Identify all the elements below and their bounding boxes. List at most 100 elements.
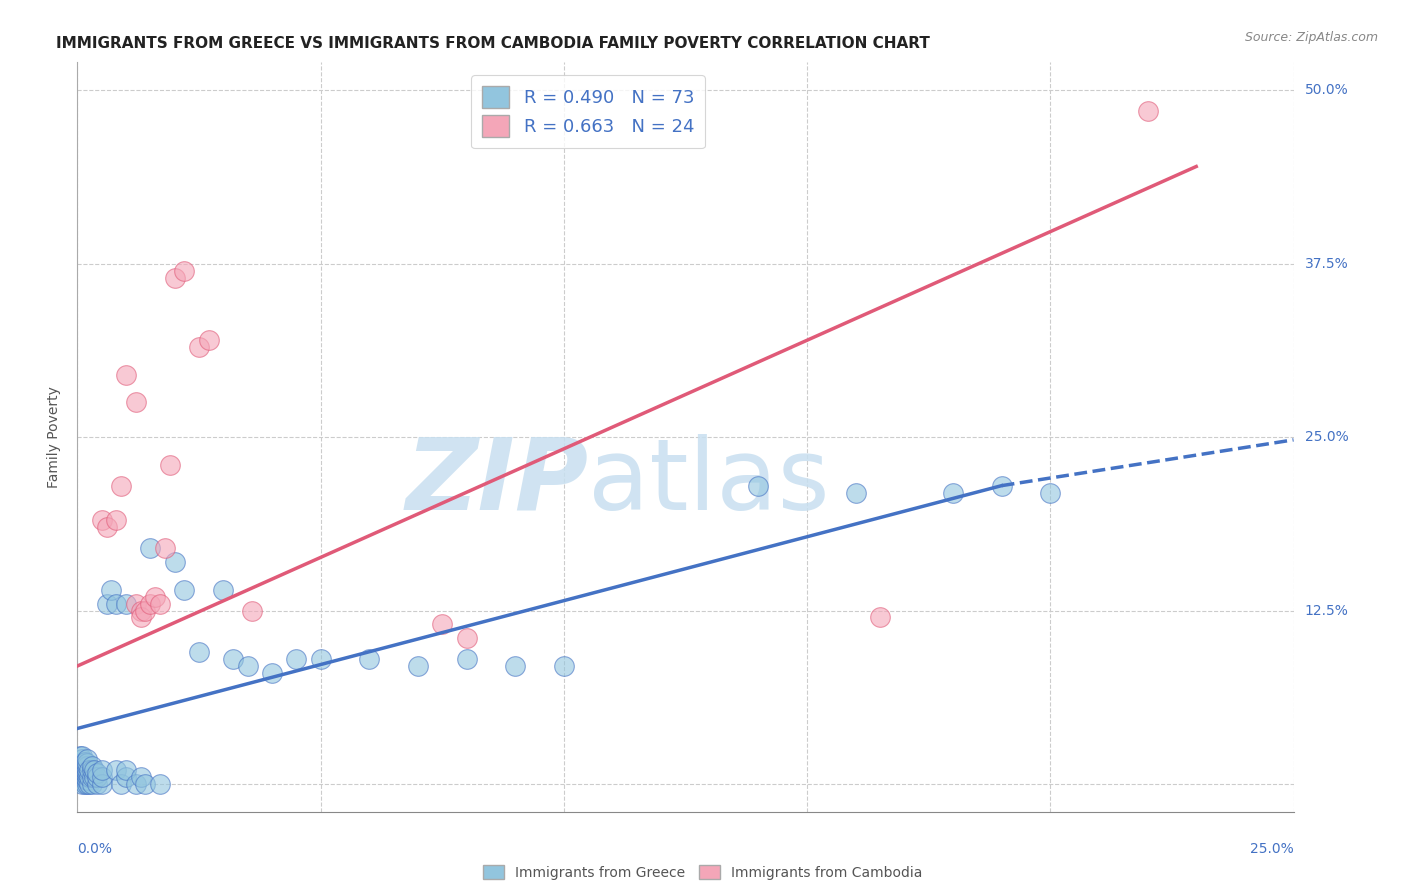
Text: 25.0%: 25.0% bbox=[1250, 842, 1294, 856]
Point bbox=[129, 770, 152, 784]
Point bbox=[285, 652, 308, 666]
Point bbox=[125, 395, 148, 409]
Point bbox=[70, 765, 93, 780]
Point bbox=[188, 645, 211, 659]
Point bbox=[430, 617, 453, 632]
Point bbox=[80, 770, 103, 784]
Point bbox=[143, 590, 166, 604]
Point bbox=[83, 763, 105, 777]
Point bbox=[188, 340, 211, 354]
Point bbox=[96, 520, 118, 534]
Point bbox=[105, 763, 128, 777]
Point bbox=[456, 632, 478, 646]
Point bbox=[70, 752, 93, 766]
Point bbox=[73, 765, 96, 780]
Point bbox=[69, 763, 91, 777]
Point bbox=[73, 759, 96, 773]
Point bbox=[260, 665, 283, 680]
Point bbox=[503, 659, 526, 673]
Point bbox=[69, 770, 91, 784]
Text: IMMIGRANTS FROM GREECE VS IMMIGRANTS FROM CAMBODIA FAMILY POVERTY CORRELATION CH: IMMIGRANTS FROM GREECE VS IMMIGRANTS FRO… bbox=[56, 36, 931, 51]
Point bbox=[79, 763, 101, 777]
Point bbox=[1136, 103, 1159, 118]
Y-axis label: Family Poverty: Family Poverty bbox=[46, 386, 60, 488]
Point bbox=[110, 478, 132, 492]
Point bbox=[76, 777, 98, 791]
Point bbox=[149, 777, 172, 791]
Point bbox=[173, 582, 195, 597]
Point bbox=[942, 485, 965, 500]
Point bbox=[80, 759, 103, 773]
Text: 37.5%: 37.5% bbox=[1305, 257, 1348, 270]
Point bbox=[163, 555, 186, 569]
Point bbox=[70, 756, 93, 771]
Point bbox=[90, 770, 112, 784]
Point bbox=[990, 478, 1012, 492]
Point bbox=[70, 760, 93, 774]
Point bbox=[129, 610, 152, 624]
Text: atlas: atlas bbox=[588, 434, 830, 531]
Point bbox=[70, 770, 93, 784]
Point bbox=[76, 763, 98, 777]
Point bbox=[90, 513, 112, 527]
Legend: Immigrants from Greece, Immigrants from Cambodia: Immigrants from Greece, Immigrants from … bbox=[478, 859, 928, 885]
Point bbox=[86, 777, 108, 791]
Point bbox=[86, 770, 108, 784]
Text: Source: ZipAtlas.com: Source: ZipAtlas.com bbox=[1244, 31, 1378, 45]
Point bbox=[73, 763, 96, 777]
Point bbox=[73, 770, 96, 784]
Point bbox=[100, 582, 122, 597]
Point bbox=[115, 763, 138, 777]
Point bbox=[80, 777, 103, 791]
Legend: R = 0.490   N = 73, R = 0.663   N = 24: R = 0.490 N = 73, R = 0.663 N = 24 bbox=[471, 75, 704, 148]
Text: ZIP: ZIP bbox=[405, 434, 588, 531]
Point bbox=[163, 270, 186, 285]
Point bbox=[139, 597, 162, 611]
Point bbox=[869, 610, 891, 624]
Point bbox=[1039, 485, 1062, 500]
Point bbox=[96, 597, 118, 611]
Point bbox=[73, 755, 96, 769]
Point bbox=[115, 770, 138, 784]
Point bbox=[115, 597, 138, 611]
Point bbox=[197, 333, 219, 347]
Point bbox=[76, 759, 98, 773]
Point bbox=[456, 652, 478, 666]
Point bbox=[125, 777, 148, 791]
Point bbox=[69, 749, 91, 764]
Text: 25.0%: 25.0% bbox=[1305, 430, 1348, 444]
Point bbox=[90, 777, 112, 791]
Point bbox=[70, 763, 93, 777]
Point bbox=[242, 603, 264, 617]
Point bbox=[110, 777, 132, 791]
Point bbox=[70, 749, 93, 764]
Point bbox=[845, 485, 868, 500]
Point bbox=[90, 763, 112, 777]
Point bbox=[76, 772, 98, 787]
Point bbox=[86, 765, 108, 780]
Point bbox=[134, 777, 156, 791]
Point bbox=[134, 603, 156, 617]
Point bbox=[105, 597, 128, 611]
Point bbox=[553, 659, 575, 673]
Text: 12.5%: 12.5% bbox=[1305, 604, 1348, 617]
Text: 0.0%: 0.0% bbox=[77, 842, 112, 856]
Point bbox=[173, 263, 195, 277]
Point bbox=[149, 597, 172, 611]
Point bbox=[80, 763, 103, 777]
Point bbox=[309, 652, 332, 666]
Point bbox=[70, 777, 93, 791]
Point bbox=[76, 756, 98, 771]
Point bbox=[139, 541, 162, 555]
Point bbox=[406, 659, 429, 673]
Point bbox=[105, 513, 128, 527]
Text: 50.0%: 50.0% bbox=[1305, 83, 1348, 97]
Point bbox=[212, 582, 235, 597]
Point bbox=[125, 597, 148, 611]
Point bbox=[83, 770, 105, 784]
Point bbox=[115, 368, 138, 382]
Point bbox=[79, 777, 101, 791]
Point bbox=[76, 765, 98, 780]
Point bbox=[236, 659, 259, 673]
Point bbox=[69, 756, 91, 771]
